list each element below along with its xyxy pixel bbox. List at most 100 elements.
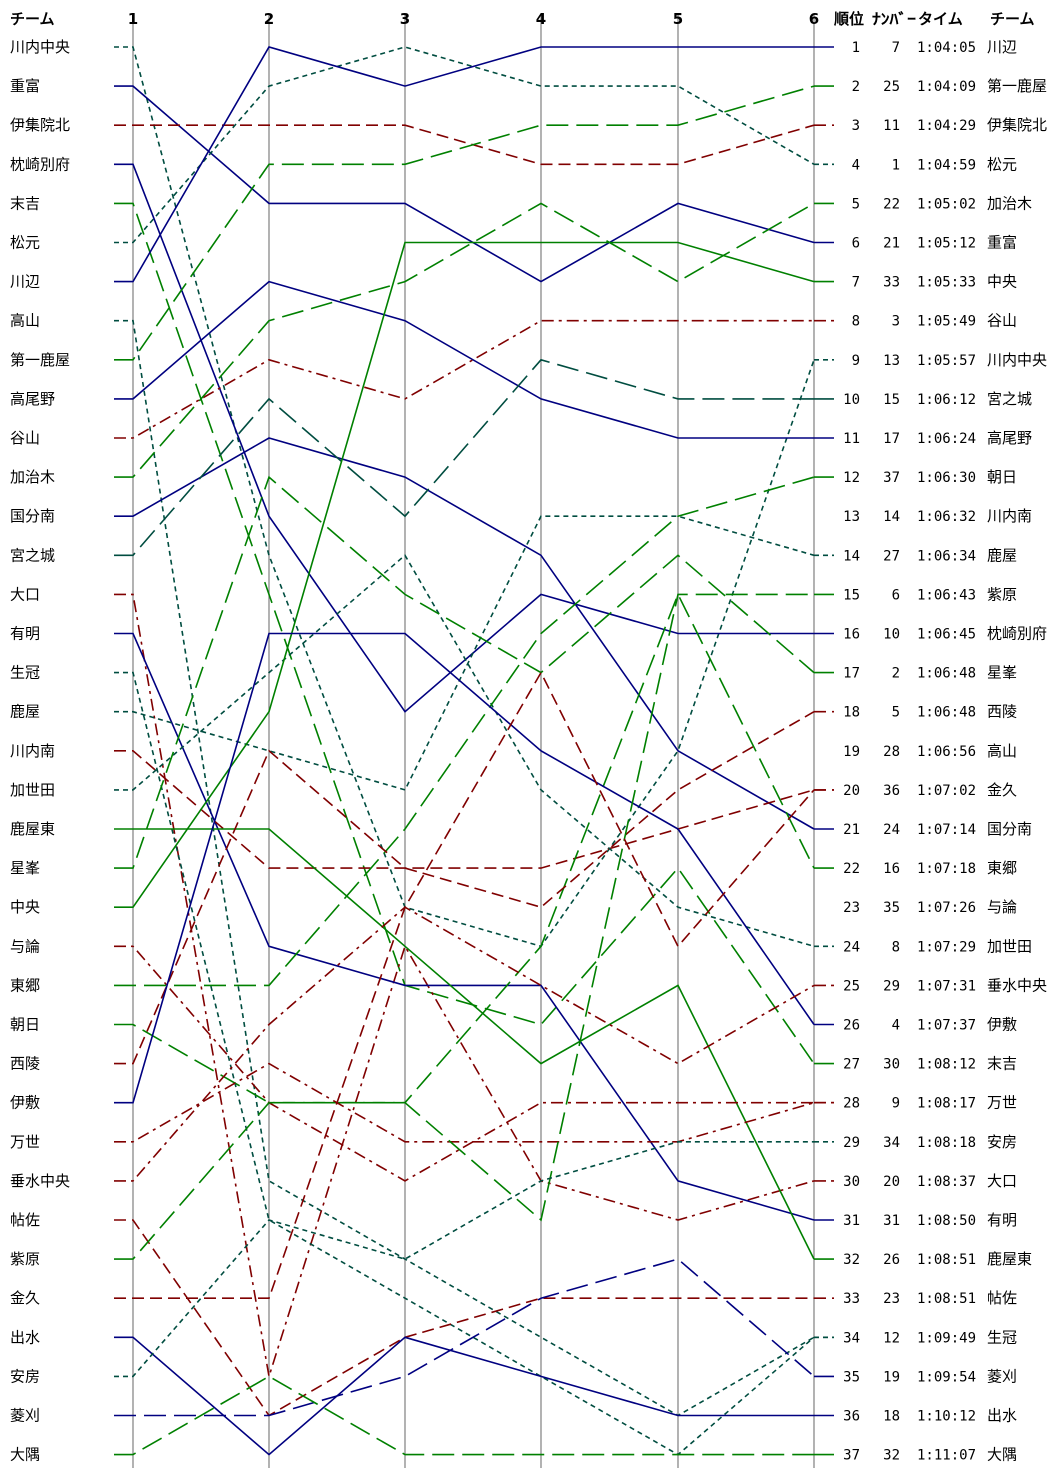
result-number: 11 <box>883 118 900 134</box>
result-rank: 30 <box>843 1174 860 1190</box>
team-label-left: 紫原 <box>10 1250 40 1268</box>
result-time: 1:06:43 <box>917 587 976 603</box>
team-label-left: 川内中央 <box>10 38 70 56</box>
section-tick-label: 3 <box>400 10 410 28</box>
team-label-left: 第一鹿屋 <box>10 351 70 369</box>
team-label-left: 加治木 <box>10 468 55 486</box>
result-team: 与論 <box>987 898 1017 916</box>
result-number: 21 <box>883 236 900 252</box>
section-axes: 1 2 3 4 5 6 <box>128 10 819 1468</box>
result-team: 生冠 <box>987 1328 1017 1346</box>
result-number: 24 <box>883 822 900 838</box>
result-number: 18 <box>883 1409 900 1425</box>
result-team: 金久 <box>987 781 1017 799</box>
result-rank: 13 <box>843 509 860 525</box>
team-label-left: 川辺 <box>10 273 40 291</box>
team-label-left: 加世田 <box>10 781 55 799</box>
result-rank: 8 <box>852 314 860 330</box>
result-row: 26 4 1:07:37 伊敷 <box>843 1016 1017 1034</box>
series-line <box>114 358 814 557</box>
result-number: 23 <box>883 1291 900 1307</box>
series-line <box>114 46 814 283</box>
result-time: 1:08:51 <box>917 1252 976 1268</box>
result-number: 26 <box>883 1252 900 1268</box>
section-tick-label: 1 <box>128 10 138 28</box>
result-rank: 11 <box>843 431 860 447</box>
result-rank: 35 <box>843 1369 860 1385</box>
series-line <box>114 632 815 1104</box>
series-line <box>114 554 815 948</box>
result-number: 22 <box>883 196 900 212</box>
result-row: 29 34 1:08:18 安房 <box>843 1133 1017 1151</box>
result-rank: 18 <box>843 705 860 721</box>
section-tick-label: 2 <box>264 10 274 28</box>
team-label-left: 谷山 <box>10 429 40 447</box>
team-label-left: 菱刈 <box>10 1407 40 1425</box>
result-row: 4 1 1:04:59 松元 <box>852 155 1017 173</box>
series-line <box>114 475 815 869</box>
team-label-left: 垂水中央 <box>10 1172 70 1190</box>
series-line <box>114 515 815 791</box>
result-team: 谷山 <box>987 312 1017 330</box>
result-time: 1:05:49 <box>917 314 976 330</box>
series-line <box>114 46 815 948</box>
result-number: 3 <box>892 314 900 330</box>
result-rank: 21 <box>843 822 860 838</box>
result-rank: 15 <box>843 587 860 603</box>
left-team-labels: 川内中央重富伊集院北枕崎別府末吉松元川辺高山第一鹿屋高尾野谷山加治木国分南宮之城… <box>10 38 70 1464</box>
result-row: 9 13 1:05:57 川内中央 <box>852 351 1047 369</box>
result-row: 32 26 1:08:51 鹿屋東 <box>843 1250 1032 1268</box>
series-line <box>114 711 815 1065</box>
result-row: 24 8 1:07:29 加世田 <box>843 937 1032 955</box>
result-number: 12 <box>883 1330 900 1346</box>
team-label-left: 与論 <box>10 937 40 955</box>
result-rank: 1 <box>852 40 860 56</box>
series-line <box>114 437 815 830</box>
team-label-left: 有明 <box>10 625 40 643</box>
result-team: 加治木 <box>987 194 1032 212</box>
section-tick-label: 4 <box>536 10 546 28</box>
section-tick-label: 5 <box>673 10 683 28</box>
result-team: 高尾野 <box>987 429 1032 447</box>
result-time: 1:06:56 <box>917 744 976 760</box>
series-line <box>114 319 815 1417</box>
result-time: 1:06:48 <box>917 705 976 721</box>
result-number: 13 <box>883 353 900 369</box>
team-label-left: 東郷 <box>10 976 40 994</box>
result-team: 国分南 <box>987 820 1032 838</box>
team-label-left: 松元 <box>10 234 40 252</box>
series-line <box>114 280 814 439</box>
result-time: 1:07:29 <box>917 939 976 955</box>
result-number: 9 <box>892 1096 900 1112</box>
result-row: 35 19 1:09:54 菱刈 <box>843 1367 1017 1385</box>
result-team: 川内南 <box>987 507 1032 525</box>
result-rank: 17 <box>843 666 860 682</box>
series-line <box>114 1219 814 1417</box>
result-rank: 25 <box>843 978 860 994</box>
result-time: 1:08:17 <box>917 1096 976 1112</box>
team-label-left: 川内南 <box>10 742 55 760</box>
result-rank: 7 <box>852 275 860 291</box>
series-line <box>114 671 815 1456</box>
result-row: 14 27 1:06:34 鹿屋 <box>843 546 1017 564</box>
result-time: 1:08:50 <box>917 1213 976 1229</box>
result-time: 1:07:37 <box>917 1018 976 1034</box>
team-label-left: 大口 <box>10 585 40 603</box>
result-team: 安房 <box>987 1133 1017 1151</box>
result-row: 33 23 1:08:51 帖佐 <box>843 1289 1017 1307</box>
result-rank: 14 <box>843 548 860 564</box>
result-number: 7 <box>892 40 900 56</box>
result-row: 11 17 1:06:24 高尾野 <box>843 429 1032 447</box>
series-line <box>114 46 815 244</box>
series-line <box>114 476 815 987</box>
result-rank: 24 <box>843 939 860 955</box>
result-row: 1 7 1:04:05 川辺 <box>852 38 1017 56</box>
header-number: ﾅﾝﾊﾞｰ <box>872 10 917 28</box>
result-row: 21 24 1:07:14 国分南 <box>843 820 1032 838</box>
result-time: 1:07:02 <box>917 783 976 799</box>
series-line <box>114 1141 814 1378</box>
result-team: 有明 <box>987 1211 1017 1229</box>
result-team: 鹿屋 <box>987 546 1017 564</box>
result-team: 鹿屋東 <box>987 1250 1032 1268</box>
